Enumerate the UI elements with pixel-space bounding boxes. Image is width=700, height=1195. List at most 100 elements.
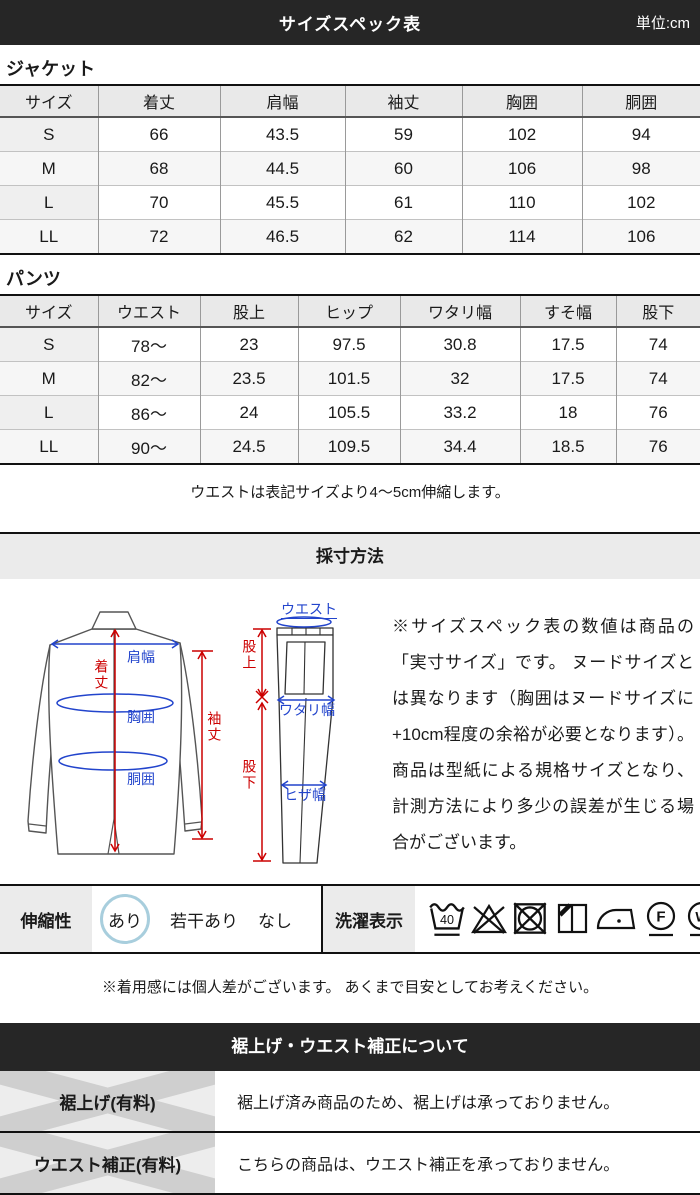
waist-alteration-text: こちらの商品は、ウエスト補正を承っておりません。 (237, 1157, 620, 1174)
column-header: 着丈 (97, 85, 220, 118)
value-cell: 110 (461, 185, 582, 220)
iron-low-icon (596, 908, 636, 930)
column-header: 肩幅 (219, 85, 345, 118)
professional-wetclean-W-gentle-icon: W (687, 902, 700, 937)
value-cell: 102 (461, 117, 582, 152)
value-cell: 74 (615, 361, 700, 396)
value-cell: 45.5 (219, 185, 345, 220)
size-cell: LL (0, 429, 98, 464)
waist-alteration-label: ウエスト補正(有料) (0, 1133, 215, 1193)
column-header: ウエスト (97, 295, 200, 328)
table-row: S 78〜 23 97.5 30.8 17.5 74 (0, 327, 700, 362)
header-bar: サイズスペック表 単位:cm (0, 0, 700, 45)
shoulder-width-label: 肩幅 (127, 649, 155, 665)
stretch-label: 伸縮性 (0, 886, 92, 952)
column-header: 股下 (615, 295, 700, 328)
value-cell: 101.5 (297, 361, 400, 396)
value-cell: 33.2 (399, 395, 520, 430)
measurement-section-title: 採寸方法 (0, 532, 700, 579)
value-cell: 59 (344, 117, 462, 152)
value-cell: 76 (615, 429, 700, 464)
value-cell: 34.4 (399, 429, 520, 464)
column-header: 胴囲 (581, 85, 700, 118)
laundry-label: 洗濯表示 (323, 886, 415, 952)
size-cell: S (0, 117, 98, 152)
stretch-option-selected: あり (100, 894, 150, 944)
column-header: 胸囲 (461, 85, 582, 118)
value-cell: 32 (399, 361, 520, 396)
size-cell: S (0, 327, 98, 362)
chest-label: 胸囲 (127, 709, 155, 725)
column-header: 袖丈 (344, 85, 462, 118)
measurement-description: ※サイズスペック表の数値は商品の「実寸サイズ」です。 ヌードサイズとは異なります… (392, 617, 694, 852)
column-header: 股上 (199, 295, 298, 328)
body-length-label: 着丈 (93, 659, 110, 691)
table-row: LL 72 46.5 62 114 106 (0, 219, 700, 254)
pants-header-row: サイズ ウエスト 股上 ヒップ ワタリ幅 すそ幅 股下 (0, 295, 700, 328)
measurement-diagram: 肩幅 着丈 胸囲 胴囲 袖丈 ウエスト 股上 ワタリ幅 股下 ヒザ幅 ※サイズス… (0, 579, 700, 884)
rise-label: 股上 (241, 639, 258, 671)
knee-width-label: ヒザ幅 (284, 787, 326, 803)
stretch-care-bar: 伸縮性 あり 若干あり なし 洗濯表示 40 (0, 884, 700, 954)
professional-dryclean-F-gentle-icon: F (646, 901, 676, 937)
waist-stretch-note: ウエストは表記サイズより4〜5cm伸縮します。 (190, 484, 510, 501)
unit-label: 単位:cm (635, 15, 690, 32)
value-cell: 82〜 (97, 361, 200, 396)
garment-diagram-art (27, 611, 336, 864)
column-header: サイズ (0, 85, 98, 118)
column-header: すそ幅 (519, 295, 616, 328)
value-cell: 18.5 (519, 429, 616, 464)
value-cell: 98 (581, 151, 700, 186)
pants-waist-label: ウエスト (281, 601, 337, 619)
table-row: L 86〜 24 105.5 33.2 18 76 (0, 395, 700, 430)
value-cell: 61 (344, 185, 462, 220)
value-cell: 106 (581, 219, 700, 254)
value-cell: 86〜 (97, 395, 200, 430)
value-cell: 78〜 (97, 327, 200, 362)
value-cell: 44.5 (219, 151, 345, 186)
value-cell: 74 (615, 327, 700, 362)
value-cell: 18 (519, 395, 616, 430)
value-cell: 24 (199, 395, 298, 430)
sleeve-length-label: 袖丈 (206, 711, 223, 743)
value-cell: 60 (344, 151, 462, 186)
value-cell: 23 (199, 327, 298, 362)
value-cell: 105.5 (297, 395, 400, 430)
size-cell: M (0, 361, 98, 396)
value-cell: 90〜 (97, 429, 200, 464)
value-cell: 76 (615, 395, 700, 430)
value-cell: 106 (461, 151, 582, 186)
care-symbols: 40 F (415, 886, 700, 952)
no-bleach-icon (471, 903, 507, 934)
value-cell: 97.5 (297, 327, 400, 362)
line-dry-in-shade-icon (557, 903, 588, 934)
wash-40-gentle-icon: 40 (429, 903, 465, 936)
pants-section-label: パンツ (6, 269, 61, 289)
table-row: M 82〜 23.5 101.5 32 17.5 74 (0, 361, 700, 396)
column-header: ワタリ幅 (399, 295, 520, 328)
table-row: M 68 44.5 60 106 98 (0, 151, 700, 186)
table-row: S 66 43.5 59 102 94 (0, 117, 700, 152)
value-cell: 24.5 (199, 429, 298, 464)
value-cell: 62 (344, 219, 462, 254)
hem-alteration-label: 裾上げ(有料) (0, 1071, 215, 1131)
value-cell: 109.5 (297, 429, 400, 464)
value-cell: 114 (461, 219, 582, 254)
jacket-section-label: ジャケット (6, 59, 96, 79)
no-tumble-dry-icon (513, 902, 547, 935)
size-cell: M (0, 151, 98, 186)
pants-size-table: サイズ ウエスト 股上 ヒップ ワタリ幅 すそ幅 股下 S 78〜 23 97.… (0, 294, 700, 465)
page-title: サイズスペック表 (278, 15, 422, 34)
waist-alteration-row: ウエスト補正(有料) こちらの商品は、ウエスト補正を承っておりません。 (0, 1133, 700, 1195)
table-row: LL 90〜 24.5 109.5 34.4 18.5 76 (0, 429, 700, 464)
value-cell: 102 (581, 185, 700, 220)
table-row: L 70 45.5 61 110 102 (0, 185, 700, 220)
svg-text:40: 40 (440, 913, 454, 927)
size-cell: LL (0, 219, 98, 254)
stretch-option-nashi: なし (258, 911, 292, 931)
jacket-header-row: サイズ 着丈 肩幅 袖丈 胸囲 胴囲 (0, 85, 700, 118)
thigh-width-label: ワタリ幅 (279, 702, 335, 718)
fit-disclaimer-note: ※着用感には個人差がございます。 あくまで目安としてお考えください。 (101, 979, 599, 996)
inseam-label: 股下 (241, 759, 258, 791)
waist-girth-label: 胴囲 (127, 771, 155, 787)
